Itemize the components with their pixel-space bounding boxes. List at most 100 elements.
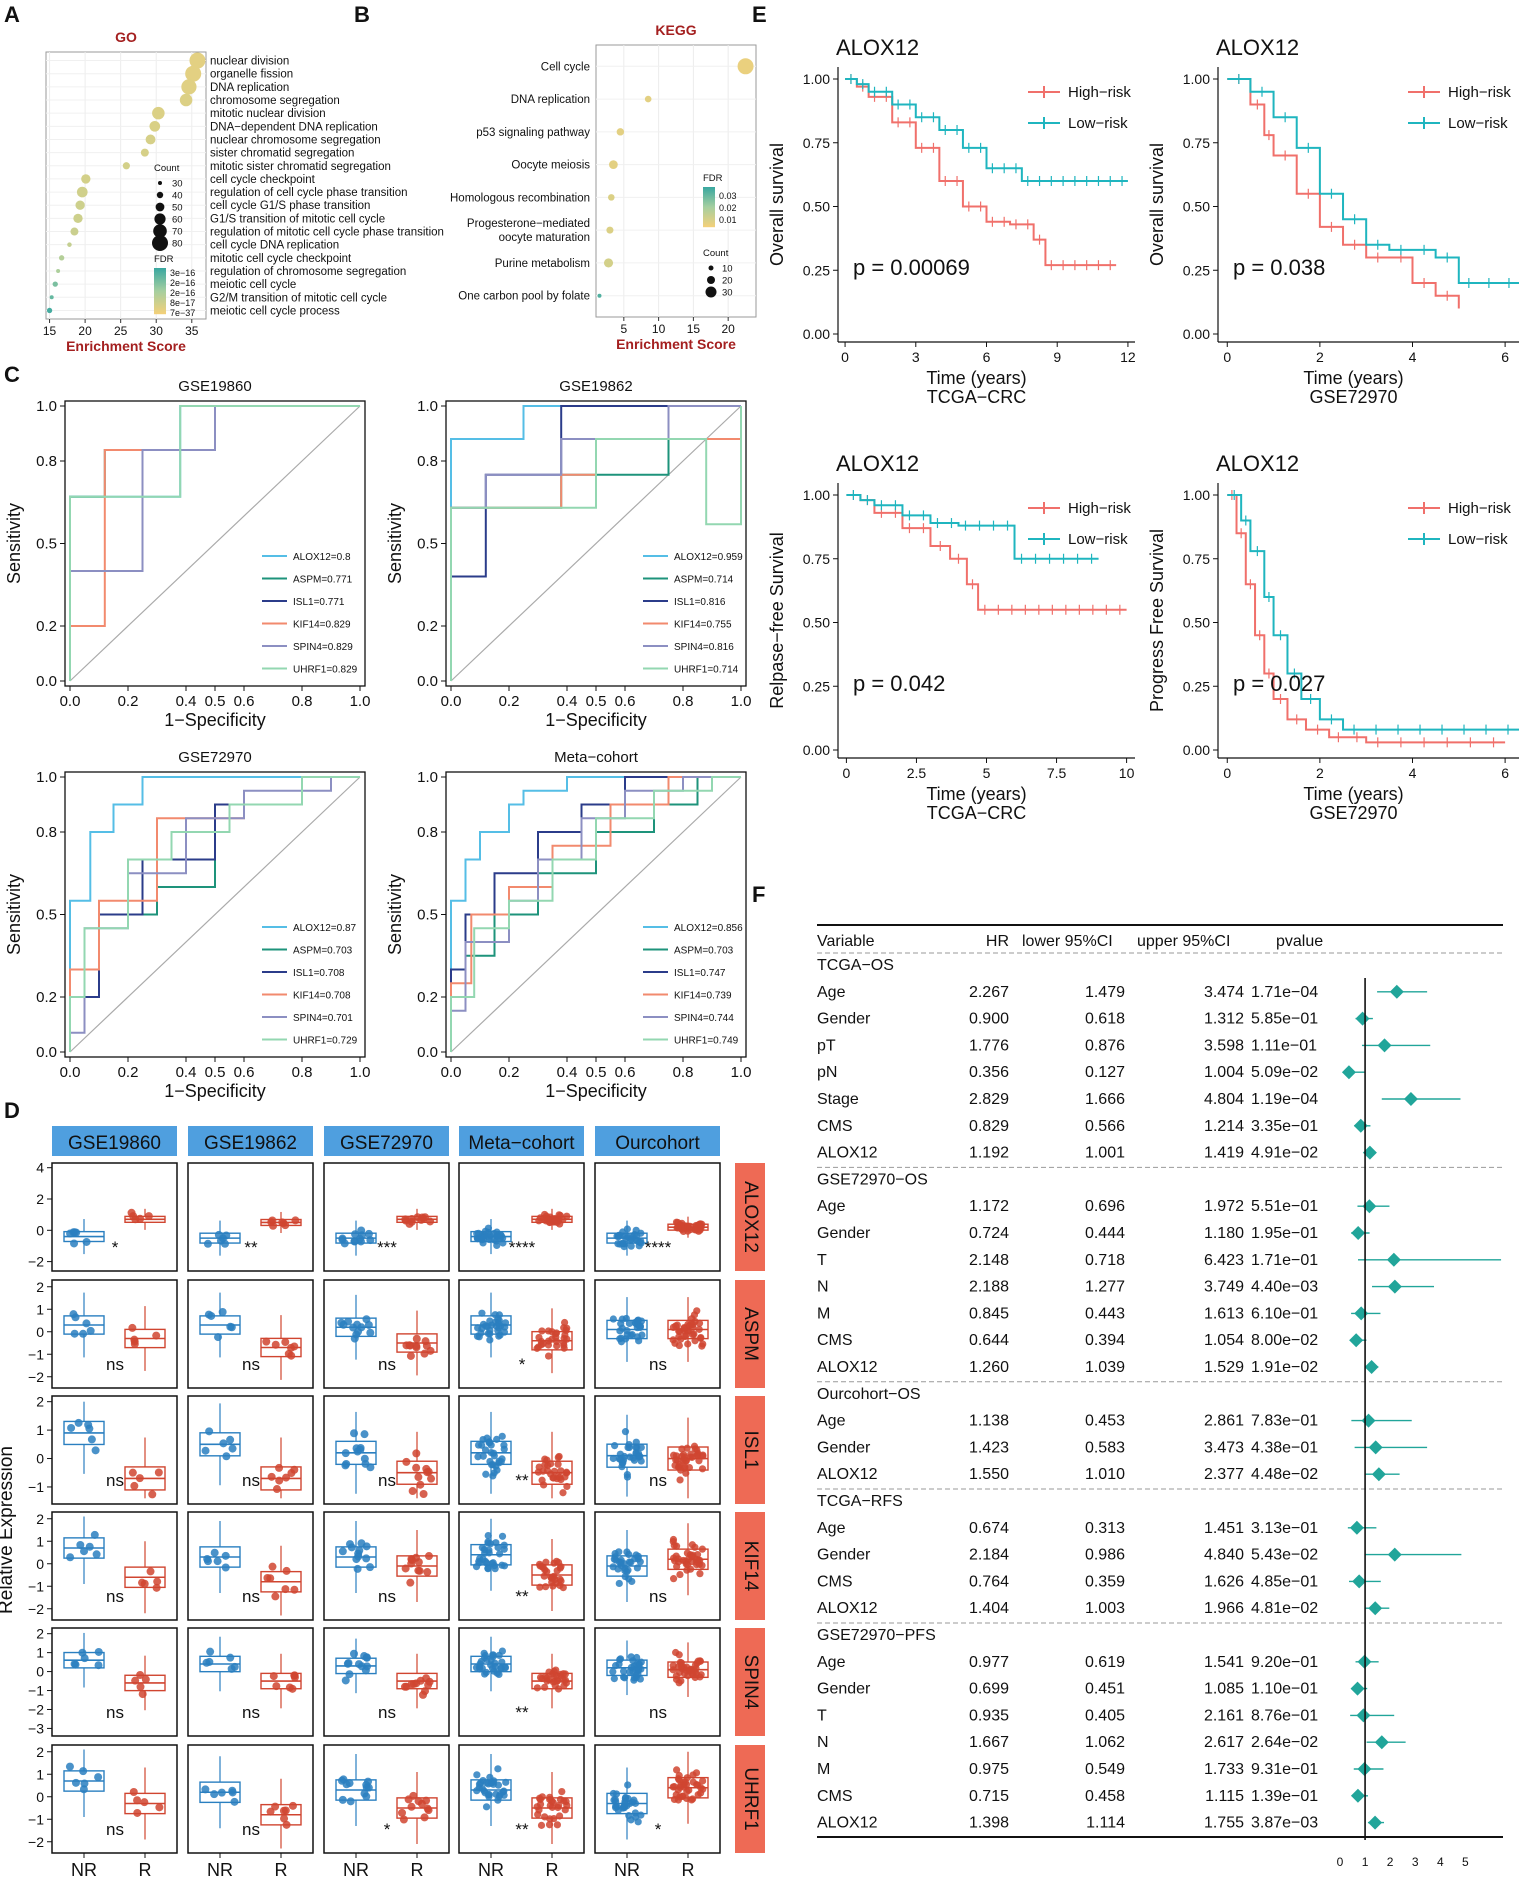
- legend-gradient: [703, 220, 715, 222]
- significance-label: ns: [106, 1703, 124, 1722]
- data-point: [614, 1240, 622, 1248]
- table-cell: 1.71e−01: [1251, 1252, 1318, 1269]
- tick-label: 0.2: [499, 693, 520, 710]
- variable-label: Age: [817, 1654, 846, 1671]
- data-point: [555, 1801, 563, 1810]
- legend-label: 60: [172, 215, 183, 226]
- data-point: [477, 1329, 485, 1337]
- variable-label: M: [817, 1305, 830, 1322]
- term-label: cell cycle DNA replication: [210, 240, 339, 252]
- legend-gradient: [703, 209, 715, 211]
- data-point: [698, 1545, 706, 1553]
- chart-title: Meta−cohort: [554, 749, 639, 766]
- hr-marker: [1386, 1252, 1401, 1267]
- data-point: [474, 1229, 483, 1237]
- legend-label: 10: [722, 264, 733, 275]
- legend-gradient: [154, 278, 166, 280]
- legend-label: 3e−16: [170, 268, 195, 278]
- data-point: [536, 1583, 544, 1591]
- tick-label: 0.00: [803, 742, 830, 758]
- data-point: [684, 1340, 692, 1348]
- table-cell: 1.626: [1204, 1573, 1244, 1590]
- table-cell: 1.054: [1204, 1332, 1244, 1349]
- strip-label: GSE72970: [340, 1133, 433, 1154]
- legend-gradient: [703, 193, 715, 195]
- tick-label: 1.0: [36, 398, 57, 415]
- table-cell: 2.148: [969, 1252, 1009, 1269]
- data-point: [87, 1435, 96, 1444]
- legend-gradient: [154, 281, 166, 283]
- legend-gradient: [703, 214, 715, 216]
- legend-gradient: [154, 283, 166, 285]
- data-point: [557, 1467, 565, 1475]
- data-point: [624, 1566, 632, 1574]
- legend-gradient: [703, 219, 715, 221]
- data-point: [221, 1551, 230, 1560]
- variable-label: ALOX12: [817, 1359, 878, 1376]
- tick-label: 10: [652, 322, 666, 336]
- legend-gradient: [703, 187, 715, 189]
- table-cell: 0.583: [1085, 1439, 1125, 1456]
- tick-label: 2.5: [907, 765, 927, 781]
- tick-label: 0.6: [615, 1064, 636, 1081]
- tick-label: 0.5: [36, 536, 57, 553]
- legend-label: SPIN4=0.829: [293, 642, 353, 653]
- tick-label: 0.75: [803, 551, 830, 567]
- axis-label: Time (years): [1303, 368, 1403, 388]
- legend-gradient: [154, 309, 166, 311]
- data-point: [606, 226, 614, 234]
- legend-gradient: [154, 310, 166, 312]
- table-cell: 0.715: [969, 1788, 1009, 1805]
- legend-gradient: [154, 280, 166, 282]
- table-cell: 9.20e−01: [1251, 1654, 1318, 1671]
- significance-label: ns: [649, 1355, 667, 1374]
- plot-frame: [45, 51, 207, 320]
- table-cell: 0.359: [1085, 1573, 1125, 1590]
- tick-label: NR: [478, 1860, 504, 1878]
- data-point: [340, 1239, 349, 1248]
- data-point: [135, 1474, 144, 1483]
- tick-label: 9: [1053, 349, 1061, 365]
- tick-label: 0.8: [417, 453, 438, 470]
- legend-gradient: [703, 224, 715, 226]
- hr-marker: [1349, 1520, 1364, 1535]
- significance-label: *: [519, 1355, 526, 1374]
- data-point: [74, 1418, 83, 1427]
- term-label: Oocyte meiosis: [511, 160, 590, 172]
- data-point: [84, 1420, 93, 1429]
- data-point: [272, 1682, 281, 1691]
- data-point: [554, 1453, 562, 1462]
- data-point: [228, 1786, 237, 1795]
- table-cell: 0.845: [969, 1305, 1009, 1322]
- tick-label: NR: [343, 1860, 369, 1878]
- data-point: [633, 1660, 641, 1668]
- tick-label: R: [411, 1860, 424, 1878]
- data-point: [644, 95, 652, 103]
- data-point: [406, 1351, 415, 1360]
- data-point: [213, 1557, 222, 1566]
- significance-label: ns: [106, 1355, 124, 1374]
- data-point: [70, 1239, 79, 1248]
- data-point: [694, 1657, 702, 1665]
- data-point: [536, 1800, 545, 1808]
- table-cell: 6.423: [1204, 1252, 1244, 1269]
- data-point: [144, 1212, 153, 1221]
- tick-label: 15: [43, 324, 57, 338]
- tick-label: 0.2: [499, 1064, 520, 1081]
- data-point: [696, 1570, 704, 1578]
- table-cell: 0.975: [969, 1761, 1009, 1778]
- data-point: [202, 1658, 211, 1667]
- table-cell: 2.377: [1204, 1466, 1244, 1483]
- variable-label: Stage: [817, 1091, 859, 1108]
- data-point: [152, 1583, 161, 1592]
- legend-label: Low−risk: [1068, 531, 1128, 548]
- table-cell: 0.443: [1085, 1305, 1125, 1322]
- legend-gradient: [703, 188, 715, 190]
- data-point: [669, 1666, 677, 1674]
- tick-label: 20: [721, 322, 735, 336]
- legend-label: ISL1=0.747: [674, 968, 726, 979]
- data-point: [427, 1474, 436, 1483]
- table-cell: 4.48e−02: [1251, 1466, 1318, 1483]
- diagonal-reference: [69, 405, 361, 682]
- legend-symbol: [155, 202, 165, 212]
